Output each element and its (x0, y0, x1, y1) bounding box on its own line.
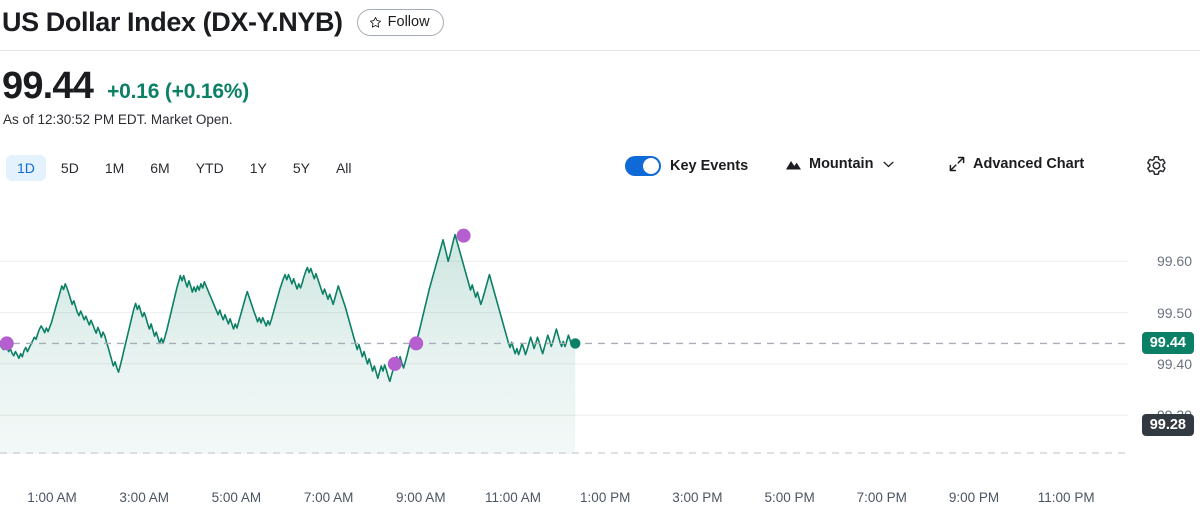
y-axis-tick: 99.60 (1156, 253, 1192, 270)
key-event-marker[interactable] (456, 228, 471, 243)
price-block: 99.44 +0.16 (+0.16%) (2, 65, 249, 107)
range-tab-1y[interactable]: 1Y (249, 160, 267, 176)
range-tab-6m[interactable]: 6M (150, 160, 170, 176)
chart-canvas (0, 228, 1128, 454)
quote-header: US Dollar Index (DX-Y.NYB) Follow (0, 6, 444, 38)
previous-close-badge: 99.28 (1141, 414, 1194, 437)
chevron-down-icon (883, 161, 894, 167)
x-axis-tick: 1:00 PM (580, 490, 631, 505)
key-event-marker[interactable] (387, 356, 402, 371)
x-axis-tick: 11:00 AM (484, 490, 542, 505)
range-tab-1m[interactable]: 1M (104, 160, 125, 176)
x-axis-tick: 3:00 AM (119, 490, 169, 505)
expand-arrows-icon (949, 156, 965, 172)
x-axis-tick: 1:00 AM (27, 490, 77, 505)
key-events-toggle[interactable]: Key Events (625, 156, 748, 176)
advanced-chart-button[interactable]: Advanced Chart (949, 156, 1084, 172)
range-tab-ytd[interactable]: YTD (195, 160, 224, 176)
last-price-dot (570, 338, 581, 349)
range-tab-1d[interactable]: 1D (6, 155, 46, 181)
x-axis-tick: 5:00 PM (764, 490, 815, 505)
x-axis-labels: 1:00 AM 3:00 AM 5:00 AM 7:00 AM 9:00 AM 11:00… (0, 490, 1200, 510)
key-event-marker[interactable] (409, 336, 424, 351)
range-tab-all[interactable]: All (335, 160, 352, 176)
x-axis-tick: 9:00 AM (396, 490, 446, 505)
x-axis-tick: 3:00 PM (672, 490, 723, 505)
range-selector: 1D 5D 1M 6M YTD 1Y 5Y All (6, 155, 363, 181)
range-tab-5y[interactable]: 5Y (292, 160, 310, 176)
x-axis-tick: 7:00 AM (303, 490, 354, 505)
advanced-chart-label: Advanced Chart (973, 156, 1085, 172)
y-axis-tick: 99.50 (1156, 304, 1192, 321)
x-axis-tick: 11:00 PM (1037, 490, 1095, 505)
range-tab-5d[interactable]: 5D (60, 160, 79, 176)
current-price: 99.44 (2, 65, 94, 107)
gear-icon (1147, 155, 1166, 176)
toggle-switch[interactable] (625, 156, 661, 176)
follow-button[interactable]: Follow (356, 8, 444, 36)
follow-label: Follow (387, 14, 430, 30)
toggle-knob (643, 158, 659, 174)
chart-toolbar: 1D 5D 1M 6M YTD 1Y 5Y All Key Events Mountain A… (0, 155, 1200, 183)
as-of-text: As of 12:30:52 PM EDT. Market Open. (3, 112, 233, 127)
current-price-badge: 99.44 (1141, 332, 1194, 355)
chart-type-selector[interactable]: Mountain (785, 156, 894, 172)
page-title: US Dollar Index (DX-Y.NYB) (2, 7, 343, 37)
chart-type-label: Mountain (809, 156, 874, 172)
x-axis-tick: 9:00 PM (948, 490, 1000, 505)
y-axis-tick: 99.40 (1156, 355, 1192, 372)
header-divider (0, 50, 1200, 51)
x-axis-tick: 7:00 PM (856, 490, 907, 505)
key-event-marker[interactable] (0, 336, 14, 351)
chart-settings-button[interactable] (1146, 155, 1167, 176)
mountain-icon (786, 161, 801, 170)
key-events-label: Key Events (670, 158, 749, 174)
price-change: +0.16 (+0.16%) (107, 80, 250, 103)
chart-line (0, 233, 577, 383)
chart-area-fill (0, 234, 576, 454)
x-axis-tick: 5:00 AM (211, 490, 262, 505)
star-outline-icon (369, 16, 381, 28)
